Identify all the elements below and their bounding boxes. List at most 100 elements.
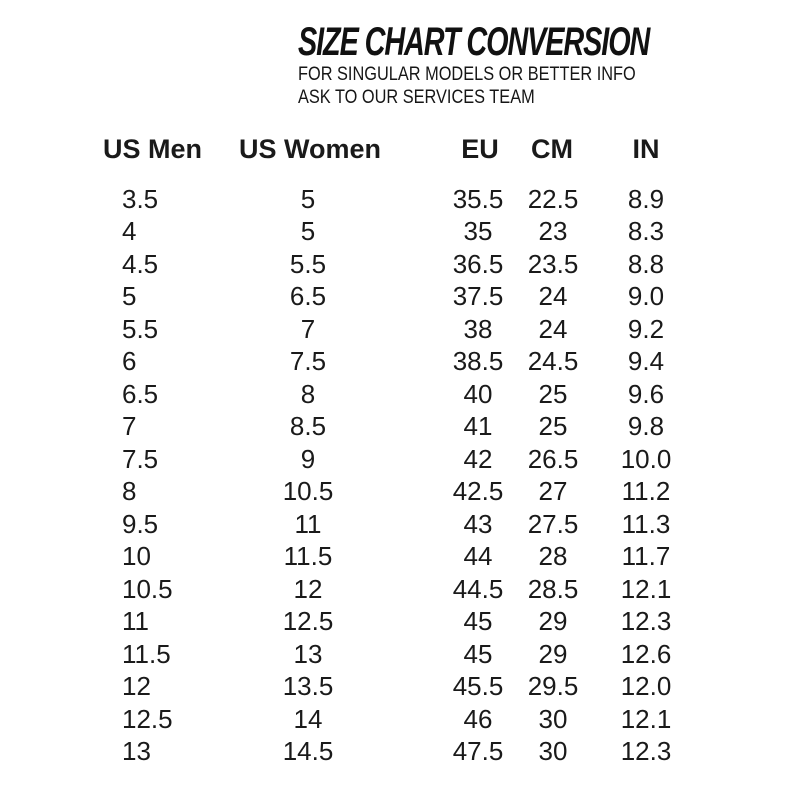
table-cell: 6 xyxy=(122,346,137,377)
table-cell: 41 xyxy=(463,411,493,442)
table-cell: 7.5 xyxy=(289,346,327,377)
table-cell: 8.3 xyxy=(627,216,665,247)
table-cell: 11.5 xyxy=(283,541,333,572)
table-cell: 11.7 xyxy=(621,541,671,572)
table-cell: 13 xyxy=(293,638,323,669)
table-cell: 24 xyxy=(538,313,568,344)
table-cell: 23.5 xyxy=(527,248,579,279)
table-row: 10.5 12 44.5 28.5 12.1 xyxy=(103,573,683,606)
table-row: 7 8.5 41 25 9.8 xyxy=(103,411,683,444)
table-cell: 5 xyxy=(300,183,316,214)
table-header-row: US Men US Women EU CM IN xyxy=(103,134,683,164)
table-cell: 9 xyxy=(300,443,316,474)
table-cell: 11.3 xyxy=(621,508,671,539)
table-row: 11 12.5 45 29 12.3 xyxy=(103,606,683,639)
table-cell: 8.9 xyxy=(627,183,665,214)
table-row: 9.5 11 43 27.5 11.3 xyxy=(103,508,683,541)
table-cell: 35.5 xyxy=(452,183,504,214)
table-cell: 12.3 xyxy=(620,606,672,637)
table-cell: 13.5 xyxy=(282,671,334,702)
table-cell: 40 xyxy=(463,378,493,409)
column-header-eu: EU xyxy=(461,133,499,164)
table-cell: 24 xyxy=(538,281,568,312)
table-cell: 6.5 xyxy=(122,378,159,409)
table-cell: 11 xyxy=(294,508,322,539)
table-cell: 29 xyxy=(538,638,568,669)
table-cell: 45 xyxy=(463,638,493,669)
table-cell: 45.5 xyxy=(452,671,504,702)
table-cell: 4 xyxy=(122,216,137,247)
table-cell: 47.5 xyxy=(452,736,504,767)
table-cell: 10.5 xyxy=(122,573,173,604)
table-cell: 44 xyxy=(463,541,493,572)
table-cell: 9.5 xyxy=(122,508,159,539)
table-cell: 46 xyxy=(463,703,493,734)
table-cell: 11.5 xyxy=(122,638,171,669)
table-cell: 30 xyxy=(538,703,568,734)
table-cell: 7 xyxy=(300,313,316,344)
table-cell: 12.5 xyxy=(122,703,173,734)
table-cell: 42 xyxy=(463,443,493,474)
table-cell: 24.5 xyxy=(527,346,579,377)
table-cell: 8 xyxy=(122,476,137,507)
table-cell: 38.5 xyxy=(452,346,504,377)
table-cell: 12 xyxy=(122,671,151,702)
table-cell: 5 xyxy=(122,281,137,312)
column-header-us-men: US Men xyxy=(103,133,203,164)
table-cell: 23 xyxy=(538,216,568,247)
table-cell: 28 xyxy=(538,541,568,572)
table-cell: 8 xyxy=(300,378,316,409)
column-header-us-women: US Women xyxy=(239,133,382,164)
table-cell: 7 xyxy=(122,411,137,442)
size-conversion-table: US Men US Women EU CM IN 3.5 5 35.5 22.5 8.9… xyxy=(103,134,683,768)
table-cell: 4.5 xyxy=(122,248,159,279)
table-cell: 12.3 xyxy=(620,736,672,767)
table-cell: 13 xyxy=(122,736,151,767)
column-header-in: IN xyxy=(632,133,660,164)
table-cell: 12.1 xyxy=(620,703,672,734)
table-cell: 12.6 xyxy=(620,638,672,669)
table-cell: 12.0 xyxy=(620,671,672,702)
table-cell: 11 xyxy=(122,606,149,637)
table-body: 3.5 5 35.5 22.5 8.9 4 5 35 23 8.3 4.5 5.5 36.5 23.5 8.… xyxy=(103,183,683,768)
table-cell: 30 xyxy=(538,736,568,767)
table-cell: 43 xyxy=(463,508,493,539)
table-row: 6.5 8 40 25 9.6 xyxy=(103,378,683,411)
table-row: 7.5 9 42 26.5 10.0 xyxy=(103,443,683,476)
table-cell: 12 xyxy=(293,573,323,604)
page-subtitle: FOR SINGULAR MODELS OR BETTER INFO ASK T… xyxy=(298,63,636,109)
table-row: 8 10.5 42.5 27 11.2 xyxy=(103,476,683,509)
table-cell: 45 xyxy=(463,606,493,637)
table-cell: 8.5 xyxy=(289,411,327,442)
table-cell: 5 xyxy=(300,216,316,247)
table-cell: 9.4 xyxy=(627,346,665,377)
table-cell: 38 xyxy=(463,313,493,344)
table-cell: 25 xyxy=(538,378,568,409)
table-row: 5 6.5 37.5 24 9.0 xyxy=(103,281,683,314)
table-cell: 42.5 xyxy=(452,476,504,507)
table-cell: 7.5 xyxy=(122,443,159,474)
table-cell: 9.0 xyxy=(627,281,665,312)
subtitle-line-2: ASK TO OUR SERVICES TEAM xyxy=(298,87,535,108)
table-cell: 8.8 xyxy=(627,248,665,279)
table-row: 4 5 35 23 8.3 xyxy=(103,216,683,249)
table-cell: 3.5 xyxy=(122,183,159,214)
subtitle-line-1: FOR SINGULAR MODELS OR BETTER INFO xyxy=(298,64,636,85)
table-row: 13 14.5 47.5 30 12.3 xyxy=(103,736,683,769)
table-cell: 37.5 xyxy=(452,281,504,312)
table-cell: 9.2 xyxy=(627,313,665,344)
table-cell: 5.5 xyxy=(289,248,327,279)
table-row: 12.5 14 46 30 12.1 xyxy=(103,703,683,736)
table-cell: 29 xyxy=(538,606,568,637)
column-header-cm: CM xyxy=(531,133,573,164)
table-cell: 9.8 xyxy=(627,411,665,442)
table-row: 10 11.5 44 28 11.7 xyxy=(103,541,683,574)
table-cell: 6.5 xyxy=(289,281,327,312)
table-cell: 27.5 xyxy=(527,508,579,539)
table-row: 6 7.5 38.5 24.5 9.4 xyxy=(103,346,683,379)
table-row: 12 13.5 45.5 29.5 12.0 xyxy=(103,671,683,704)
table-row: 5.5 7 38 24 9.2 xyxy=(103,313,683,346)
table-row: 11.5 13 45 29 12.6 xyxy=(103,638,683,671)
table-cell: 14.5 xyxy=(282,736,334,767)
table-row: 4.5 5.5 36.5 23.5 8.8 xyxy=(103,248,683,281)
